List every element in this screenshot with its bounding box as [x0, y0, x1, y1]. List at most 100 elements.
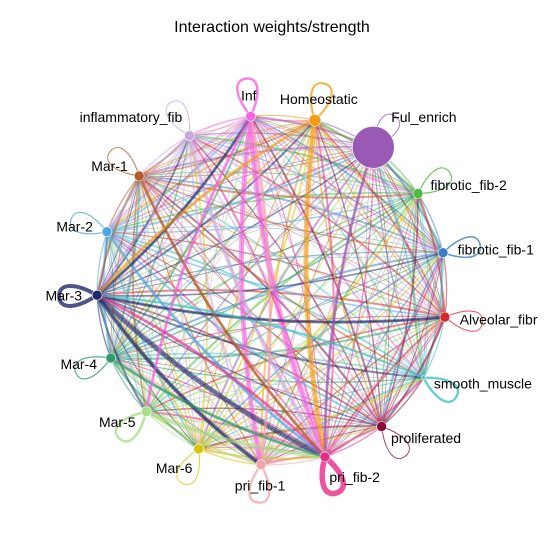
- node-proliferated[interactable]: [376, 421, 387, 432]
- edge-fibrotic_fib-1-to-fibrotic_fib-2: [417, 193, 444, 253]
- edge-inflammatory_fib-to-fibrotic_fib-1: [188, 134, 444, 254]
- node-Homeostatic[interactable]: [308, 114, 322, 127]
- self-loops-layer: [57, 77, 483, 504]
- node-inflammatory_fib[interactable]: [184, 130, 195, 141]
- edge-Mar-5-to-fibrotic_fib-1: [145, 251, 444, 413]
- edge-pri_fib-2-to-proliferated: [324, 425, 382, 458]
- node-fibrotic_fib-1[interactable]: [437, 247, 449, 258]
- node-Inf[interactable]: [245, 111, 256, 122]
- edge-Mar-2-to-Mar-6: [106, 231, 200, 450]
- edge-fibrotic_fib-1-to-Homeostatic: [314, 119, 444, 253]
- edge-inflammatory_fib-to-smooth_muscle: [189, 135, 424, 378]
- edge-Mar-5-to-pri_fib-1: [145, 410, 262, 466]
- edge-inflammatory_fib-to-Ful_enrich: [189, 134, 374, 151]
- labels-layer: Inf Homeostatic Ful_enrich fibrotic_fib-2fi…: [46, 88, 538, 494]
- edge-inflammatory_fib-to-Mar-5: [145, 135, 190, 412]
- edge-fibrotic_fib-2-to-Mar-3: [96, 193, 419, 296]
- self-loop-Mar-4: [74, 356, 112, 380]
- heavy-edge-Mar-5-to-pri_fib-2: [144, 409, 327, 459]
- heavy-edge-inflammatory_fib-to-pri_fib-2: [187, 133, 327, 459]
- self-loop-Alveolar_fibr: [444, 310, 483, 332]
- edge-Mar-4-to-Mar-6: [109, 357, 200, 450]
- edge-Mar-2-to-proliferated: [106, 230, 383, 428]
- node-label-Alveolar_fibr: Alveolar_fibr: [460, 311, 538, 327]
- edge-proliferated-to-Inf: [249, 115, 383, 427]
- heavy-edge-Inf-to-pri_fib-2: [247, 113, 328, 460]
- edge-Mar-3-to-fibrotic_fib-2: [97, 193, 419, 296]
- node-Mar-1[interactable]: [133, 170, 145, 182]
- node-label-Homeostatic: Homeostatic: [280, 91, 358, 107]
- node-label-proliferated: proliferated: [391, 430, 461, 446]
- node-label-Inf: Inf: [241, 88, 257, 104]
- edge-Mar-1-to-Mar-3: [96, 175, 141, 296]
- node-Mar-3[interactable]: [91, 289, 103, 301]
- heavy-edge-smooth_muscle-to-Mar-3: [95, 293, 425, 379]
- edge-Ful_enrich-to-Mar-4: [110, 147, 374, 359]
- edge-Mar-6-to-pri_fib-1: [198, 448, 262, 466]
- edge-inflammatory_fib-to-Mar-4: [109, 135, 191, 359]
- node-smooth_muscle[interactable]: [421, 375, 426, 381]
- edge-pri_fib-1-to-Alveolar_fibr: [260, 316, 446, 466]
- edge-Mar-3-to-smooth_muscle: [96, 294, 424, 379]
- edge-inflammatory_fib-to-fibrotic_fib-2: [189, 135, 419, 194]
- self-loop-smooth_muscle: [422, 376, 460, 403]
- edge-Inf-to-Mar-2: [106, 115, 252, 233]
- edge-Mar-1-to-Mar-4: [110, 175, 140, 359]
- self-loop-Mar-6: [176, 448, 200, 486]
- self-loop-fibrotic_fib-2: [417, 167, 453, 195]
- edge-Alveolar_fibr-to-Homeostatic: [314, 119, 446, 318]
- heavy-edge-Homeostatic-to-Mar-3: [95, 118, 317, 297]
- node-Ful_enrich[interactable]: [351, 126, 395, 169]
- edge-Alveolar_fibr-to-Mar-1: [139, 175, 446, 318]
- node-pri_fib-2[interactable]: [319, 451, 331, 463]
- edge-Mar-1-to-Mar-2: [106, 175, 140, 232]
- node-label-pri_fib-2: pri_fib-2: [329, 469, 380, 485]
- node-Mar-2[interactable]: [101, 226, 113, 237]
- node-label-pri_fib-1: pri_fib-1: [235, 478, 286, 494]
- edge-fibrotic_fib-1-to-Inf: [250, 115, 444, 254]
- node-label-Ful_enrich: Ful_enrich: [391, 109, 456, 125]
- edge-pri_fib-2-to-Homeostatic: [313, 120, 335, 457]
- self-loop-Homeostatic: [310, 82, 333, 122]
- self-loop-pri_fib-1: [248, 464, 271, 504]
- self-loop-Mar-1: [107, 147, 140, 177]
- edge-Mar-5-to-inflammatory_fib: [145, 135, 190, 412]
- edge-proliferated-to-fibrotic_fib-2: [380, 193, 419, 427]
- edge-pri_fib-2-to-fibrotic_fib-1: [324, 252, 444, 458]
- heavy-edge-Inf-to-Mar-5: [144, 114, 253, 414]
- heavy-edges-layer: [94, 113, 447, 468]
- edge-smooth_muscle-to-inflammatory_fib: [189, 135, 424, 378]
- edge-Homeostatic-to-Mar-2: [106, 119, 316, 233]
- node-Mar-4[interactable]: [105, 352, 117, 364]
- edge-Inf-to-Mar-3: [96, 115, 252, 296]
- edge-Mar-3-to-Mar-5: [96, 294, 148, 413]
- edge-Mar-1-to-Alveolar_fibr: [139, 175, 445, 318]
- node-label-inflammatory_fib: inflammatory_fib: [80, 109, 183, 125]
- heavy-edge-pri_fib-2-to-Mar-3: [95, 293, 327, 459]
- edge-Mar-6-to-fibrotic_fib-2: [198, 192, 419, 450]
- self-loop-Mar-3: [57, 284, 99, 308]
- edge-proliferated-to-smooth_muscle: [381, 377, 425, 427]
- node-Mar-5[interactable]: [140, 406, 152, 418]
- self-loop-fibrotic_fib-1: [442, 236, 482, 259]
- edge-fibrotic_fib-1-to-Mar-2: [106, 226, 444, 253]
- edge-fibrotic_fib-2-to-inflammatory_fib: [189, 134, 419, 195]
- self-loop-pri_fib-2: [319, 454, 347, 497]
- edge-inflammatory_fib-to-Mar-3: [96, 135, 190, 296]
- node-label-fibrotic_fib-1: fibrotic_fib-1: [458, 242, 534, 258]
- edge-Mar-4-to-Alveolar_fibr: [110, 316, 446, 360]
- node-label-fibrotic_fib-2: fibrotic_fib-2: [431, 177, 507, 193]
- node-fibrotic_fib-2[interactable]: [412, 188, 424, 199]
- node-label-Mar-6: Mar-6: [156, 460, 193, 476]
- node-Mar-6[interactable]: [193, 443, 204, 455]
- diagram-title: Interaction weights/strength: [174, 19, 370, 36]
- edge-Mar-5-to-proliferated: [146, 410, 382, 431]
- node-Alveolar_fibr[interactable]: [439, 311, 451, 323]
- edge-Homeostatic-to-Mar-1: [138, 119, 315, 177]
- node-pri_fib-1[interactable]: [255, 459, 267, 471]
- edge-Mar-1-to-Mar-6: [138, 175, 199, 450]
- node-label-Mar-1: Mar-1: [91, 158, 128, 174]
- edge-Alveolar_fibr-to-fibrotic_fib-1: [442, 252, 448, 318]
- edge-smooth_muscle-to-Ful_enrich: [372, 146, 425, 378]
